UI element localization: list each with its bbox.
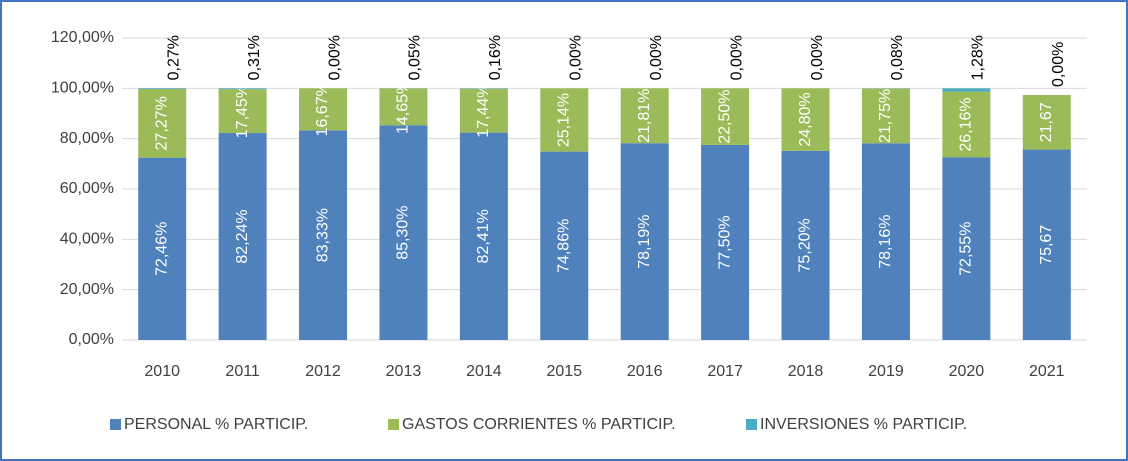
y-tick-label: 80,00% xyxy=(60,130,114,147)
bar-segment xyxy=(942,157,991,340)
data-label: 24,80% xyxy=(797,92,814,146)
data-label: 16,67% xyxy=(314,82,331,136)
bar-segment xyxy=(218,133,267,340)
bar-segment xyxy=(701,88,750,145)
data-label: 75,67 xyxy=(1038,225,1055,265)
data-label: 27,27% xyxy=(153,96,170,150)
data-label: 78,16% xyxy=(877,215,894,269)
bar-segment xyxy=(701,144,750,340)
data-label: 21,67 xyxy=(1038,102,1055,142)
bar-segment xyxy=(781,88,830,151)
bar-segment xyxy=(861,88,910,144)
data-label: 0,00% xyxy=(648,35,665,80)
data-label: 0,00% xyxy=(809,35,826,80)
bar-segment xyxy=(218,88,267,90)
bar-segment xyxy=(861,143,910,340)
bar-segment xyxy=(138,89,187,158)
x-tick-label: 2021 xyxy=(1029,363,1065,380)
x-tick-label: 2016 xyxy=(627,363,663,380)
bar-segment xyxy=(299,88,348,131)
y-tick-label: 60,00% xyxy=(60,180,114,197)
y-tick-label: 120,00% xyxy=(51,29,114,46)
legend-label: INVERSIONES % PARTICIP. xyxy=(760,416,967,433)
legend-swatch xyxy=(746,419,757,430)
x-tick-label: 2010 xyxy=(144,363,180,380)
data-label: 77,50% xyxy=(716,215,733,269)
data-label: 17,45% xyxy=(234,84,251,138)
data-label: 17,44% xyxy=(475,84,492,138)
data-label: 85,30% xyxy=(395,206,412,260)
data-label: 82,41% xyxy=(475,209,492,263)
bar-segment xyxy=(781,150,830,340)
y-tick-label: 40,00% xyxy=(60,231,114,248)
data-label: 14,65% xyxy=(395,80,412,134)
data-label: 26,16% xyxy=(958,97,975,151)
bar-segment xyxy=(379,88,428,126)
data-label: 0,05% xyxy=(407,35,424,80)
data-label: 0,16% xyxy=(487,35,504,80)
data-label: 0,00% xyxy=(568,35,585,80)
data-label: 0,00% xyxy=(1050,42,1067,87)
bar-segment xyxy=(218,89,267,134)
data-label: 22,50% xyxy=(716,90,733,144)
data-label: 72,55% xyxy=(958,222,975,276)
x-tick-label: 2014 xyxy=(466,363,502,380)
bar-segment xyxy=(942,91,991,158)
data-label: 0,00% xyxy=(326,35,343,80)
data-label: 78,19% xyxy=(636,214,653,268)
x-tick-label: 2015 xyxy=(546,363,582,380)
legend-swatch xyxy=(110,419,121,430)
x-tick-label: 2012 xyxy=(305,363,341,380)
bar-segment xyxy=(540,151,589,340)
data-label: 0,31% xyxy=(246,35,263,80)
x-tick-label: 2020 xyxy=(949,363,985,380)
data-label: 25,14% xyxy=(556,93,573,147)
data-label: 21,81% xyxy=(636,89,653,143)
x-tick-label: 2013 xyxy=(386,363,422,380)
data-label: 74,86% xyxy=(556,219,573,273)
bar-segment xyxy=(379,125,428,340)
bar-segment xyxy=(620,88,669,144)
y-tick-label: 20,00% xyxy=(60,281,114,298)
data-label: 83,33% xyxy=(314,208,331,262)
bar-segment xyxy=(942,88,991,92)
bar-segment xyxy=(1022,95,1071,150)
x-tick-label: 2019 xyxy=(868,363,904,380)
bar-segment xyxy=(459,88,508,133)
data-label: 1,28% xyxy=(970,35,987,80)
legend-label: GASTOS CORRIENTES % PARTICIP. xyxy=(402,416,676,433)
bar-segment xyxy=(138,88,187,90)
y-tick-label: 100,00% xyxy=(51,80,114,97)
data-label: 0,08% xyxy=(889,35,906,80)
x-tick-label: 2017 xyxy=(707,363,743,380)
legend-swatch xyxy=(388,419,399,430)
x-tick-label: 2011 xyxy=(225,363,260,380)
data-label: 0,27% xyxy=(165,35,182,80)
data-label: 82,24% xyxy=(234,209,251,263)
legend-label: PERSONAL % PARTICIP. xyxy=(124,416,308,433)
bar-segment xyxy=(540,88,589,152)
bar-segment xyxy=(1022,149,1071,340)
y-tick-label: 0,00% xyxy=(69,331,114,348)
bar-segment xyxy=(459,132,508,340)
data-label: 21,75% xyxy=(877,89,894,143)
data-label: 75,20% xyxy=(797,218,814,272)
bar-segment xyxy=(620,143,669,340)
bar-segment xyxy=(299,130,348,340)
bar-segment xyxy=(138,157,187,340)
x-tick-label: 2018 xyxy=(788,363,824,380)
data-label: 72,46% xyxy=(153,222,170,276)
data-label: 0,00% xyxy=(728,35,745,80)
